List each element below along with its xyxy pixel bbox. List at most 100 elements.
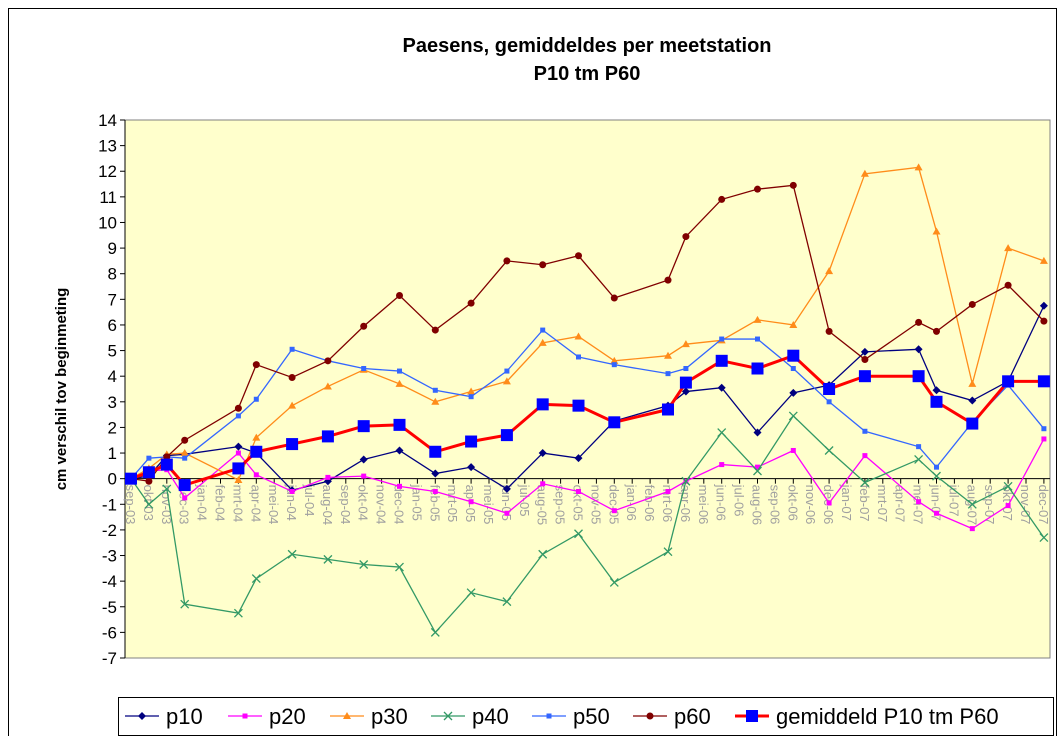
x-tick-label: sep-06 [767,485,782,525]
marker [502,484,511,493]
marker [681,340,690,348]
marker [504,510,510,516]
marker [862,428,868,434]
marker [860,347,869,356]
marker [467,387,476,395]
marker [825,267,834,275]
marker [235,450,241,456]
marker [681,387,690,396]
marker [1002,375,1015,388]
marker [681,476,691,486]
marker [932,227,941,235]
x-tick-label: dec-05 [606,485,621,525]
marker [361,366,367,372]
y-tick-label: -7 [102,649,117,668]
marker [142,466,155,479]
marker [916,499,922,505]
marker [253,472,259,478]
marker [663,547,673,557]
y-axis-label: cm verschil tov beginmeting [53,288,70,491]
x-tick-label: mrt-04 [230,485,245,523]
marker [289,488,295,494]
y-tick-label: -4 [102,572,117,591]
marker [180,599,190,609]
marker [576,488,581,494]
y-tick-label: -5 [102,598,117,617]
y-tick-label: 2 [108,418,117,437]
marker [430,627,440,637]
marker [234,475,243,483]
marker [1039,256,1048,264]
x-tick-label: nov-07 [1018,485,1033,525]
marker [540,481,546,487]
marker [933,327,940,335]
marker [538,338,547,346]
marker [665,488,671,494]
marker [178,479,191,492]
legend-label: p50 [573,704,610,729]
marker [504,368,510,374]
marker [325,474,331,480]
marker [789,320,798,328]
marker [539,261,547,269]
legend-marker [343,712,351,719]
marker [665,371,671,377]
marker [664,351,672,359]
x-tick-label: mrt-07 [875,485,890,523]
series [127,181,1048,485]
marker [1005,503,1011,509]
x-tick-label: jun-06 [714,484,729,521]
series-line [130,414,1045,634]
y-tick-label: 3 [108,393,117,412]
marker [431,326,439,334]
marker [429,445,442,458]
marker [969,526,975,532]
marker [751,362,764,375]
marker [1004,281,1012,289]
marker [180,449,189,457]
marker [360,322,368,330]
marker [825,327,833,335]
x-tick-label: feb-05 [427,485,442,522]
marker [790,447,796,453]
marker [1039,533,1049,543]
y-tick-label: 11 [99,188,117,207]
x-tick-label: jan-06 [624,484,639,521]
marker [1039,301,1048,310]
marker [860,478,870,487]
marker [914,163,923,171]
marker [1004,244,1013,252]
marker [1041,426,1047,432]
y-tick-label: 10 [98,213,117,232]
marker [679,376,692,389]
marker [574,529,583,539]
x-tick-label: dec-07 [1036,485,1051,525]
marker [753,315,762,323]
legend-marker [443,711,453,721]
marker [858,370,871,383]
marker [574,454,583,463]
marker [790,366,796,372]
marker [968,379,977,387]
marker [932,471,941,481]
marker [397,368,402,374]
marker [253,396,259,402]
legend-marker [242,713,248,719]
series-line [130,438,1045,530]
x-tick-label: feb-04 [213,485,228,522]
y-tick-label: -3 [102,547,117,566]
y-tick-label: 13 [98,137,117,156]
marker [912,370,925,383]
marker [608,416,621,429]
marker [717,383,726,392]
marker [324,357,332,365]
y-tick-label: 12 [98,162,117,181]
legend-label: p30 [371,704,408,729]
marker [251,574,261,584]
legend-marker [138,712,146,720]
marker [536,398,549,411]
marker [146,455,152,461]
y-tick-label: 9 [108,239,117,258]
marker [861,356,869,364]
series-line [130,353,1044,487]
